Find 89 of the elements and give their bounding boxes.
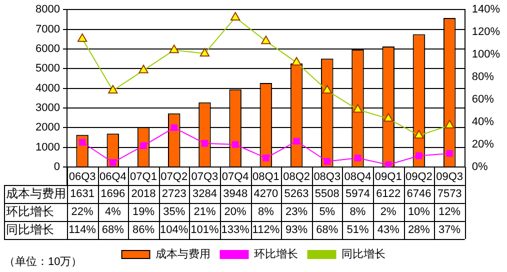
y-tick-label: 3000 xyxy=(36,102,60,114)
data-label: 2% xyxy=(380,206,397,218)
x-tick-label: 06Q4 xyxy=(99,171,126,184)
data-label: 8% xyxy=(258,206,274,218)
point xyxy=(354,154,362,162)
y-tick-label: 6000 xyxy=(36,42,60,55)
data-label: 19% xyxy=(132,206,155,218)
y-tick-label: 0 xyxy=(54,161,60,174)
x-tick-label: 09Q2 xyxy=(406,171,432,184)
point xyxy=(201,140,208,147)
data-label: 101% xyxy=(190,224,220,236)
legend-label: 同比增长 xyxy=(341,248,386,261)
data-label: 8% xyxy=(350,206,366,218)
data-label: 3284 xyxy=(192,188,217,200)
data-label: 22% xyxy=(71,206,94,218)
y2-tick-label: 60% xyxy=(472,94,494,106)
y2-tick-label: 100% xyxy=(472,48,500,61)
data-label: 114% xyxy=(68,224,96,236)
data-label: 4270 xyxy=(254,188,278,200)
x-tick-label: 08Q1 xyxy=(252,171,280,184)
text: （单位：10万） xyxy=(4,255,82,268)
data-label: 6122 xyxy=(376,188,401,200)
point xyxy=(293,138,300,144)
y-tick-label: 4000 xyxy=(36,82,60,94)
data-label: 20% xyxy=(224,206,247,218)
point xyxy=(140,142,147,149)
data-label: 3948 xyxy=(223,188,248,200)
data-label: 35% xyxy=(163,206,186,218)
data-label: 112% xyxy=(252,224,280,236)
data-label: 68% xyxy=(102,224,124,236)
data-label: 23% xyxy=(286,206,308,218)
x-tick-label: 08Q3 xyxy=(314,171,341,184)
data-label: 93% xyxy=(286,224,308,236)
text: 成本与费用 xyxy=(6,186,66,200)
data-label: 12% xyxy=(438,206,461,218)
data-label: 86% xyxy=(132,224,155,236)
point xyxy=(110,159,116,166)
data-label: 4% xyxy=(104,206,122,218)
data-label: 104% xyxy=(160,224,188,236)
point xyxy=(78,138,86,146)
x-tick-label: 09Q1 xyxy=(374,171,402,184)
data-label: 28% xyxy=(408,224,430,236)
data-label: 6746 xyxy=(406,188,432,200)
point xyxy=(416,152,422,160)
y2-tick-label: 80% xyxy=(472,71,494,84)
y2-tick-label: 0% xyxy=(472,161,488,174)
point xyxy=(446,150,453,157)
data-label: 37% xyxy=(438,224,461,236)
data-label: 68% xyxy=(316,224,338,236)
point xyxy=(170,124,178,131)
data-label: 1696 xyxy=(100,188,126,200)
legend-label: 成本与费用 xyxy=(155,248,210,261)
data-label: 21% xyxy=(194,206,216,218)
x-tick-label: 08Q2 xyxy=(283,171,310,184)
data-label: 1631 xyxy=(70,188,95,200)
x-tick-label: 06Q3 xyxy=(68,171,96,184)
y-tick-label: 7000 xyxy=(36,23,60,36)
data-label: 43% xyxy=(377,224,400,236)
point xyxy=(385,161,392,167)
data-label: 133% xyxy=(221,224,250,236)
data-label: 5% xyxy=(319,206,336,218)
point xyxy=(324,158,330,165)
data-label: 51% xyxy=(346,224,369,236)
x-tick-label: 07Q3 xyxy=(191,171,218,184)
data-label: 10% xyxy=(408,206,430,218)
x-tick-label: 07Q2 xyxy=(160,171,188,184)
x-tick-label: 07Q1 xyxy=(130,171,157,184)
y-tick-label: 2000 xyxy=(36,122,60,134)
data-label: 5263 xyxy=(284,188,309,200)
y2-tick-label: 140% xyxy=(472,4,500,16)
point xyxy=(232,141,239,148)
data-label: 7573 xyxy=(437,188,462,200)
x-tick-label: 07Q4 xyxy=(222,171,249,184)
data-label: 5508 xyxy=(314,188,340,200)
y2-tick-label: 20% xyxy=(472,138,494,151)
y2-tick-label: 120% xyxy=(472,26,500,38)
data-label: 2723 xyxy=(162,188,186,200)
x-tick-label: 09Q3 xyxy=(436,171,464,184)
y2-tick-label: 40% xyxy=(472,116,494,128)
legend-label: 环比增长 xyxy=(254,248,298,261)
y-tick-label: 5000 xyxy=(36,62,60,75)
data-label: 5974 xyxy=(346,188,370,200)
y-tick-label: 8000 xyxy=(36,4,60,16)
text: 环比增长 xyxy=(6,204,54,218)
text: 同比增长 xyxy=(6,222,54,236)
point xyxy=(262,154,270,162)
y-tick-label: 1000 xyxy=(36,141,60,154)
x-tick-label: 08Q4 xyxy=(344,171,372,184)
data-label: 2018 xyxy=(131,188,156,200)
